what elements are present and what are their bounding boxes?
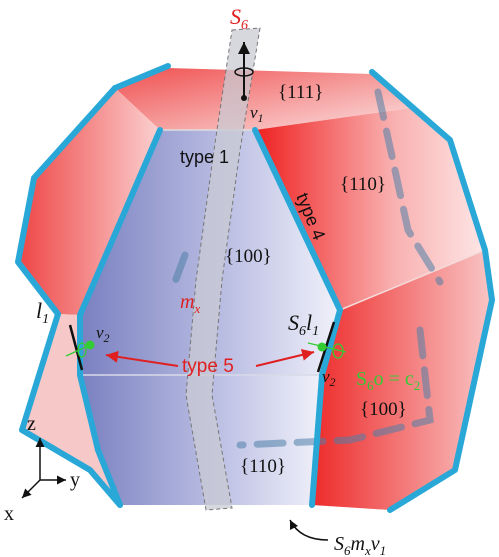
- face-100-right: [312, 250, 492, 510]
- l1-left-label: l1: [36, 298, 49, 327]
- type1-label: type 1: [180, 147, 229, 167]
- s6-rotation-icon: [234, 67, 254, 77]
- face-left-lower: [22, 314, 120, 505]
- s6l1-label: S6l1: [288, 310, 319, 339]
- face-111-label: {111}: [278, 82, 323, 103]
- v2-left-label: v2: [96, 323, 110, 345]
- type5-arrow-left: [105, 350, 179, 367]
- face-left: [18, 88, 160, 315]
- s6o-label: S6o = c2: [356, 368, 420, 393]
- coordinate-axes: [21, 438, 66, 499]
- face-111: [115, 68, 410, 130]
- edge-right-mid: [339, 249, 486, 311]
- face-100-front-label: {100}: [225, 246, 272, 267]
- type5-label: type 5: [182, 356, 234, 377]
- mirror-plane-mx: [185, 27, 261, 511]
- l1-left-edge: [68, 324, 84, 371]
- outline-edges: [15, 63, 495, 513]
- type5-arrow-right: [255, 348, 315, 367]
- axis-z-label: z: [27, 413, 36, 435]
- v2-right-label: v2: [322, 367, 336, 389]
- v1-point: [241, 95, 247, 101]
- v2-right-point: [317, 342, 327, 352]
- v1-label: v1: [250, 103, 264, 125]
- face-110-right-label: {110}: [340, 174, 386, 195]
- bottom-s6mxv1-label: S6mxv1: [334, 533, 386, 557]
- faces: [18, 68, 492, 510]
- s6-axis-label: S6: [230, 4, 248, 33]
- mx-label: mx: [180, 291, 200, 316]
- axis-y-label: y: [70, 469, 80, 491]
- hidden-edges: [168, 88, 444, 449]
- v2-left-axis: [65, 344, 91, 357]
- axis-x-label: x: [4, 503, 14, 525]
- bottom-pointer-arrow: [289, 519, 329, 541]
- v2-right-axis: [307, 342, 347, 353]
- face-100-right-label: {100}: [360, 399, 407, 420]
- face-110-bottom-label: {110}: [240, 456, 286, 477]
